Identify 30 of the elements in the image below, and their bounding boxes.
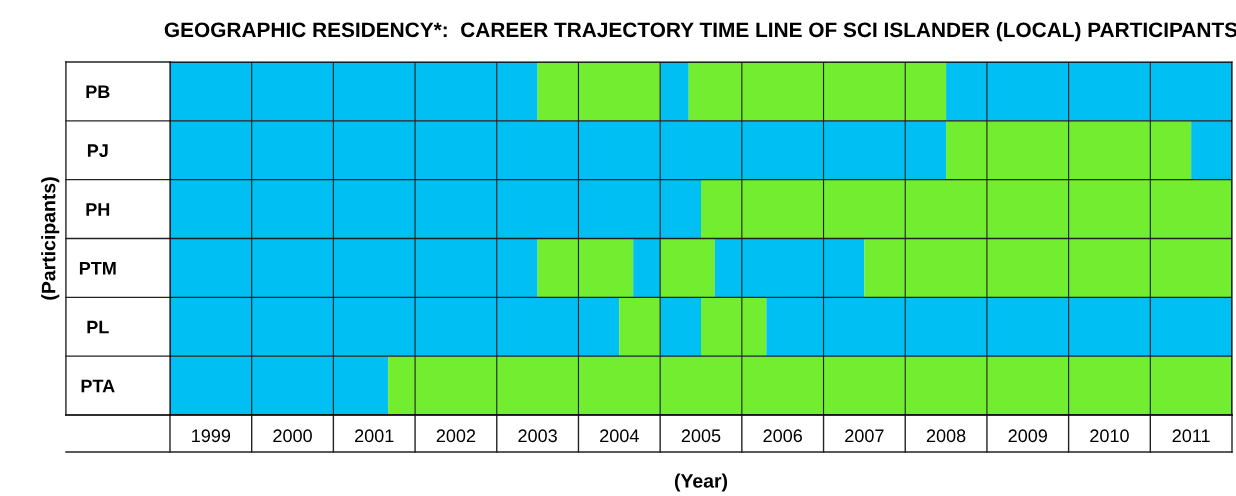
bar — [1191, 120, 1232, 180]
x-tick-label: 2008 — [926, 429, 966, 443]
y-tick-label: PTA — [81, 379, 115, 393]
y-tick-label: PH — [86, 203, 110, 216]
x-tick-label: 2000 — [273, 429, 312, 443]
y-tick-label: PTM — [79, 262, 116, 275]
x-tick-label: 2001 — [355, 429, 394, 443]
bar — [660, 62, 689, 121]
bar — [688, 62, 947, 121]
x-tick-label: 2011 — [1172, 429, 1210, 443]
y-axis-title: (Participants) — [41, 177, 60, 300]
x-tick-label: 1999 — [192, 429, 231, 443]
x-tick-label: 2006 — [763, 429, 802, 443]
bar — [170, 356, 389, 415]
bar — [660, 297, 701, 357]
y-tick-label: PB — [86, 85, 110, 98]
x-tick-label: 2007 — [845, 429, 884, 443]
x-tick-label: 2003 — [518, 429, 557, 443]
y-tick-label: PJ — [87, 144, 108, 157]
x-tick-label: 2004 — [600, 429, 639, 443]
y-tick-label: PL — [87, 320, 109, 334]
x-axis-title: (Year) — [674, 473, 728, 492]
bar — [170, 62, 538, 121]
bar — [946, 62, 1232, 121]
bar — [388, 356, 1232, 415]
x-tick-label: 2010 — [1090, 429, 1129, 443]
x-tick-label: 2009 — [1008, 429, 1047, 443]
x-tick-label: 2005 — [681, 429, 721, 443]
bar — [537, 62, 661, 121]
x-tick-label: 2002 — [436, 429, 476, 443]
